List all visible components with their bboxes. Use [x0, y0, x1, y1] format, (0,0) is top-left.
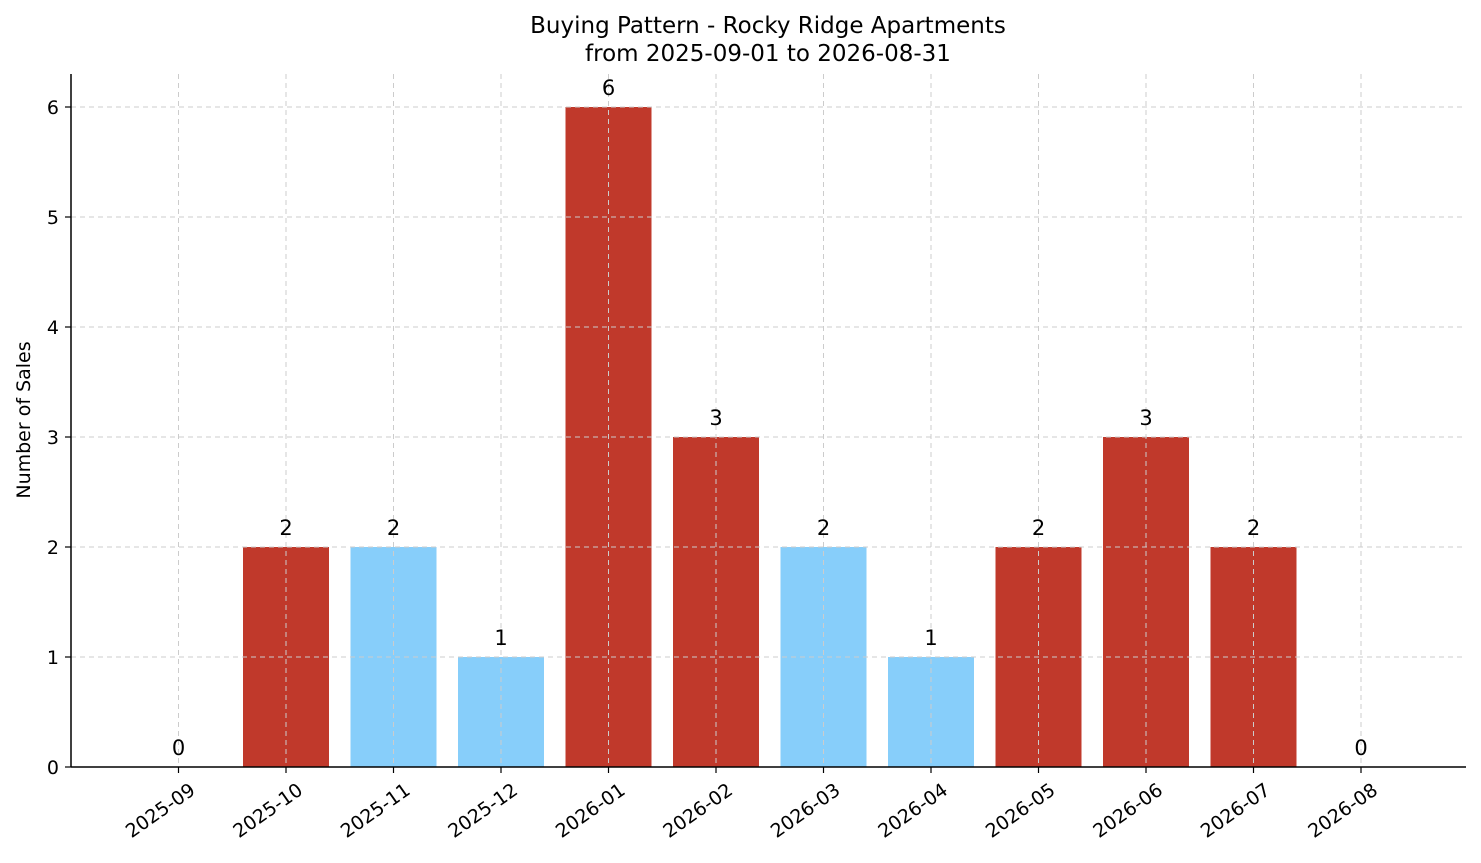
bar-2026-04: [888, 657, 974, 767]
x-tick-label: 2026-08: [1304, 779, 1382, 843]
y-tick-label: 0: [47, 757, 59, 779]
data-label: 1: [494, 626, 507, 650]
x-tick-label: 2026-05: [982, 779, 1060, 843]
data-label: 3: [709, 406, 722, 430]
data-label: 2: [387, 516, 400, 540]
bar-2025-12: [458, 657, 544, 767]
y-tick-label: 6: [47, 97, 59, 119]
bars: [71, 74, 1466, 768]
chart-title: Buying Pattern - Rocky Ridge Apartments: [530, 13, 1006, 39]
data-label: 1: [924, 626, 937, 650]
data-label: 0: [1354, 736, 1367, 760]
chart-subtitle: from 2025-09-01 to 2026-08-31: [585, 41, 951, 67]
data-label: 2: [817, 516, 830, 540]
x-tick-label: 2026-02: [659, 779, 737, 843]
y-axis-label: Number of Sales: [13, 341, 35, 498]
y-tick-label: 4: [47, 317, 59, 339]
data-label: 0: [172, 736, 185, 760]
x-tick-label: 2025-09: [122, 779, 200, 843]
x-tick-label: 2026-07: [1197, 779, 1275, 843]
x-tick-label: 2026-04: [874, 779, 952, 843]
y-tick-label: 1: [47, 647, 59, 669]
data-label: 2: [279, 516, 292, 540]
x-tick-label: 2025-10: [229, 779, 307, 843]
x-tick-label: 2026-06: [1089, 779, 1167, 843]
data-label: 2: [1032, 516, 1045, 540]
data-label: 3: [1139, 406, 1152, 430]
y-tick-label: 5: [47, 207, 59, 229]
x-tick-label: 2025-11: [337, 779, 415, 843]
data-labels: 0 2 2 1 6 3 2 1 2 3 2 0: [172, 76, 1368, 760]
x-tick-label: 2026-03: [767, 779, 845, 843]
data-label: 6: [602, 76, 615, 100]
x-tick-label: 2026-01: [552, 779, 630, 843]
y-tick-label: 3: [47, 427, 59, 449]
data-label: 2: [1247, 516, 1260, 540]
y-tick-label: 2: [47, 537, 59, 559]
x-tick-label: 2025-12: [444, 779, 522, 843]
